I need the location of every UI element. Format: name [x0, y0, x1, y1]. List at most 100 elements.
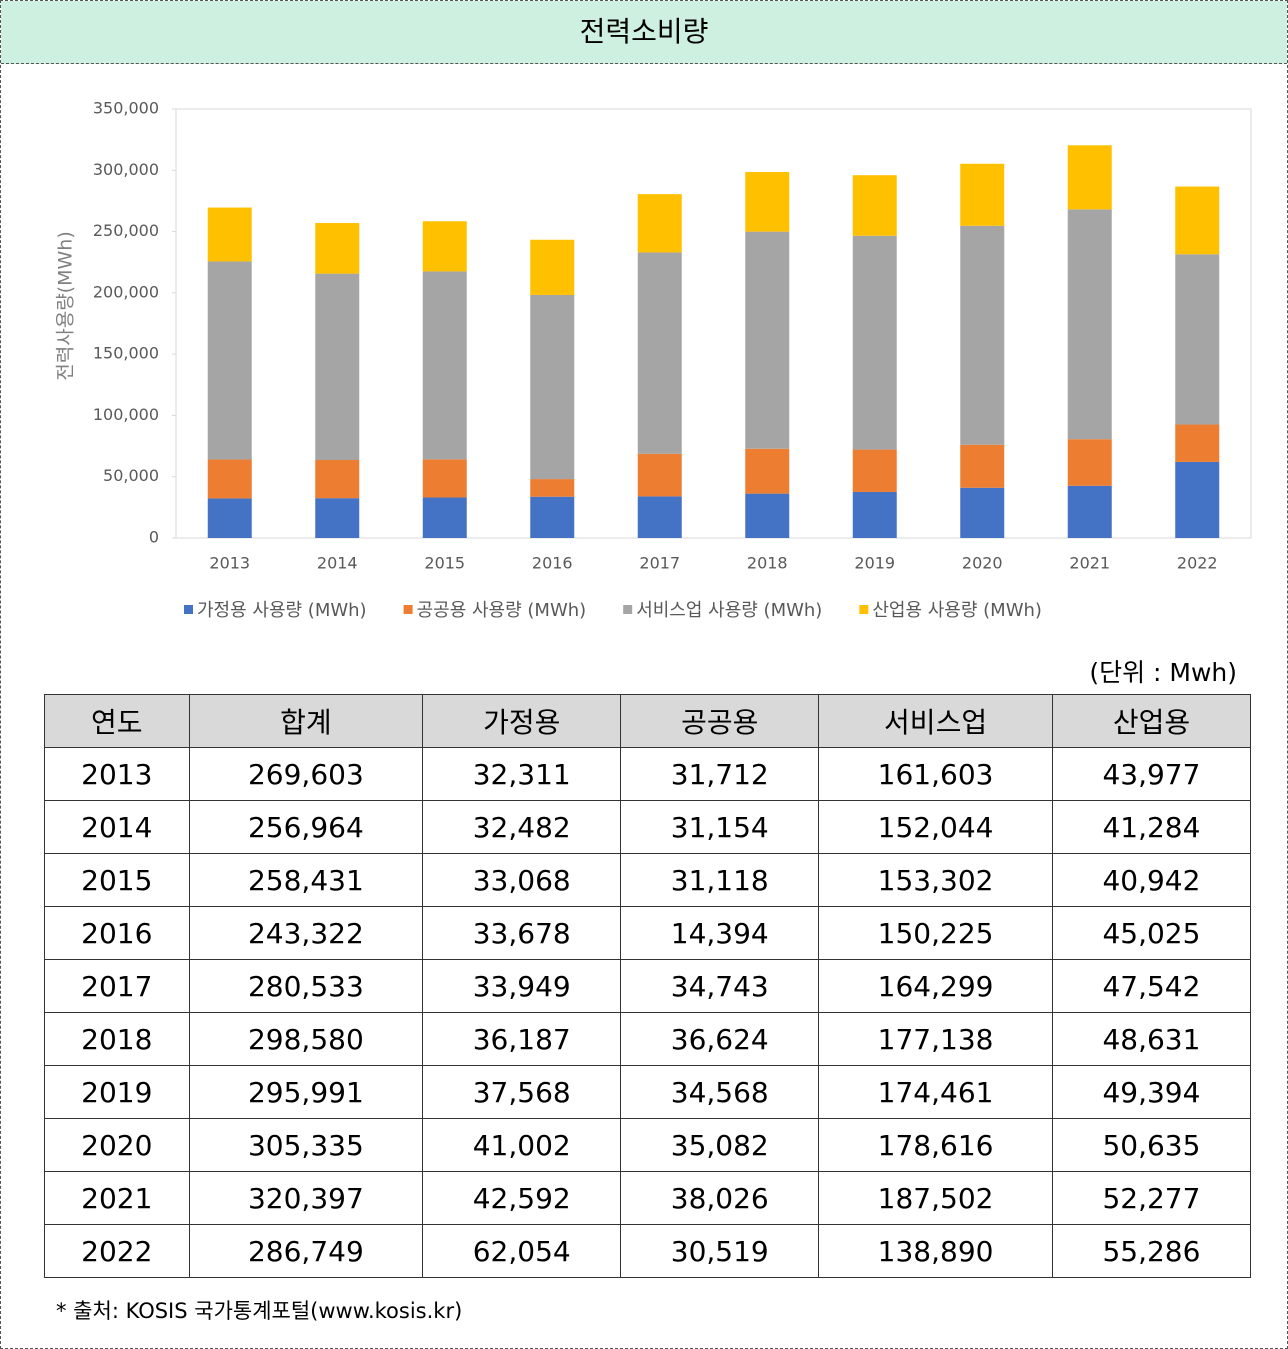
- legend-label: 산업용 사용량 (MWh): [872, 600, 1042, 621]
- bar-segment: [315, 498, 360, 538]
- table-cell: 31,712: [620, 747, 820, 801]
- table-cell: 41,002: [422, 1118, 622, 1172]
- table-cell: 40,942: [1051, 853, 1252, 907]
- y-tick-label: 350,000: [93, 99, 159, 118]
- table-row: 2019 295,991 37,568 34,568 174,461 49,394: [44, 1065, 1252, 1119]
- bar-segment: [315, 460, 360, 499]
- header-cell: 가정용: [422, 694, 622, 748]
- table-cell: 295,991: [188, 1065, 424, 1119]
- table-cell: 286,749: [188, 1224, 424, 1278]
- table-cell: 2022: [44, 1224, 190, 1278]
- x-tick-label: 2015: [424, 554, 465, 573]
- table-cell: 174,461: [818, 1065, 1053, 1119]
- y-tick-label: 200,000: [93, 282, 159, 301]
- y-tick-label: 150,000: [93, 344, 159, 363]
- table-cell: 2020: [44, 1118, 190, 1172]
- header-cell: 산업용: [1051, 694, 1252, 748]
- table-row: 2014 256,964 32,482 31,154 152,044 41,284: [44, 800, 1252, 854]
- table-cell: 164,299: [818, 959, 1053, 1013]
- bar-segment: [745, 493, 790, 538]
- table-cell: 2021: [44, 1171, 190, 1225]
- bar-segment: [530, 239, 575, 295]
- table-cell: 138,890: [818, 1224, 1053, 1278]
- bar-segment: [960, 225, 1005, 445]
- y-tick-label: 50,000: [103, 466, 159, 485]
- legend-marker: [859, 605, 869, 614]
- table-cell: 2018: [44, 1012, 190, 1066]
- bar-segment: [207, 261, 252, 460]
- table-cell: 43,977: [1051, 747, 1252, 801]
- bar-segment: [207, 207, 252, 262]
- bar-segment: [422, 221, 467, 272]
- bar-segment: [207, 498, 252, 538]
- table-cell: 36,624: [620, 1012, 820, 1066]
- table-cell: 36,187: [422, 1012, 622, 1066]
- table-cell: 243,322: [188, 906, 424, 960]
- table-cell: 32,311: [422, 747, 622, 801]
- table-cell: 2019: [44, 1065, 190, 1119]
- x-tick-label: 2018: [747, 554, 788, 573]
- table-row: 2018 298,580 36,187 36,624 177,138 48,631: [44, 1012, 1252, 1066]
- table-cell: 30,519: [620, 1224, 820, 1278]
- bar-segment: [207, 459, 252, 499]
- table-cell: 2015: [44, 853, 190, 907]
- table-row: 2017 280,533 33,949 34,743 164,299 47,542: [44, 959, 1252, 1013]
- legend-marker: [403, 605, 413, 614]
- table-row: 2022 286,749 62,054 30,519 138,890 55,286: [44, 1224, 1252, 1278]
- bar-segment: [1175, 186, 1220, 255]
- x-tick-label: 2019: [854, 554, 895, 573]
- table-cell: 52,277: [1051, 1171, 1252, 1225]
- bar-segment: [637, 252, 682, 454]
- table-cell: 31,118: [620, 853, 820, 907]
- unit-note: (단위 : Mwh): [1089, 658, 1237, 687]
- bar-segment: [1175, 254, 1220, 425]
- bar-segment: [637, 453, 682, 497]
- table-cell: 35,082: [620, 1118, 820, 1172]
- y-tick-label: 100,000: [93, 405, 159, 424]
- table-row: 2013 269,603 32,311 31,712 161,603 43,977: [44, 747, 1252, 801]
- table-cell: 150,225: [818, 906, 1053, 960]
- bar-segment: [852, 235, 897, 450]
- bar-segment: [530, 294, 575, 480]
- table-row: 2015 258,431 33,068 31,118 153,302 40,942: [44, 853, 1252, 907]
- bar-segment: [852, 175, 897, 236]
- bar-segment: [745, 231, 790, 449]
- table-cell: 55,286: [1051, 1224, 1252, 1278]
- plot-frame: [175, 108, 1252, 539]
- legend-label: 가정용 사용량 (MWh): [197, 600, 367, 621]
- table-cell: 34,568: [620, 1065, 820, 1119]
- table-cell: 178,616: [818, 1118, 1053, 1172]
- bar-segment: [637, 194, 682, 253]
- bar-segment: [1175, 461, 1220, 538]
- table-cell: 48,631: [1051, 1012, 1252, 1066]
- table-row: 2016 243,322 33,678 14,394 150,225 45,025: [44, 906, 1252, 960]
- table-cell: 298,580: [188, 1012, 424, 1066]
- x-tick-label: 2022: [1177, 554, 1218, 573]
- table-cell: 37,568: [422, 1065, 622, 1119]
- x-tick-label: 2020: [962, 554, 1003, 573]
- table-row: 2021 320,397 42,592 38,026 187,502 52,277: [44, 1171, 1252, 1225]
- table-cell: 2013: [44, 747, 190, 801]
- x-tick-label: 2017: [639, 554, 680, 573]
- x-tick-label: 2016: [532, 554, 573, 573]
- bar-segment: [960, 163, 1005, 226]
- x-tick-label: 2021: [1069, 554, 1110, 573]
- legend-label: 서비스업 사용량 (MWh): [636, 600, 822, 621]
- table-cell: 320,397: [188, 1171, 424, 1225]
- table-cell: 256,964: [188, 800, 424, 854]
- y-tick-label: 0: [149, 528, 159, 547]
- bar-segment: [745, 172, 790, 232]
- title: 전력소비량: [1, 1, 1287, 64]
- bar-segment: [1067, 485, 1112, 538]
- table-cell: 258,431: [188, 853, 424, 907]
- bar-segment: [315, 273, 360, 461]
- table-cell: 33,949: [422, 959, 622, 1013]
- bar-segment: [852, 491, 897, 538]
- table-cell: 62,054: [422, 1224, 622, 1278]
- x-tick-label: 2013: [209, 554, 250, 573]
- chart: 0 50,000 100,000 150,000 200,000 250,000 300,0…: [55, 99, 1252, 621]
- table-cell: 2014: [44, 800, 190, 854]
- header-cell: 합계: [188, 694, 424, 748]
- legend-marker: [623, 605, 633, 614]
